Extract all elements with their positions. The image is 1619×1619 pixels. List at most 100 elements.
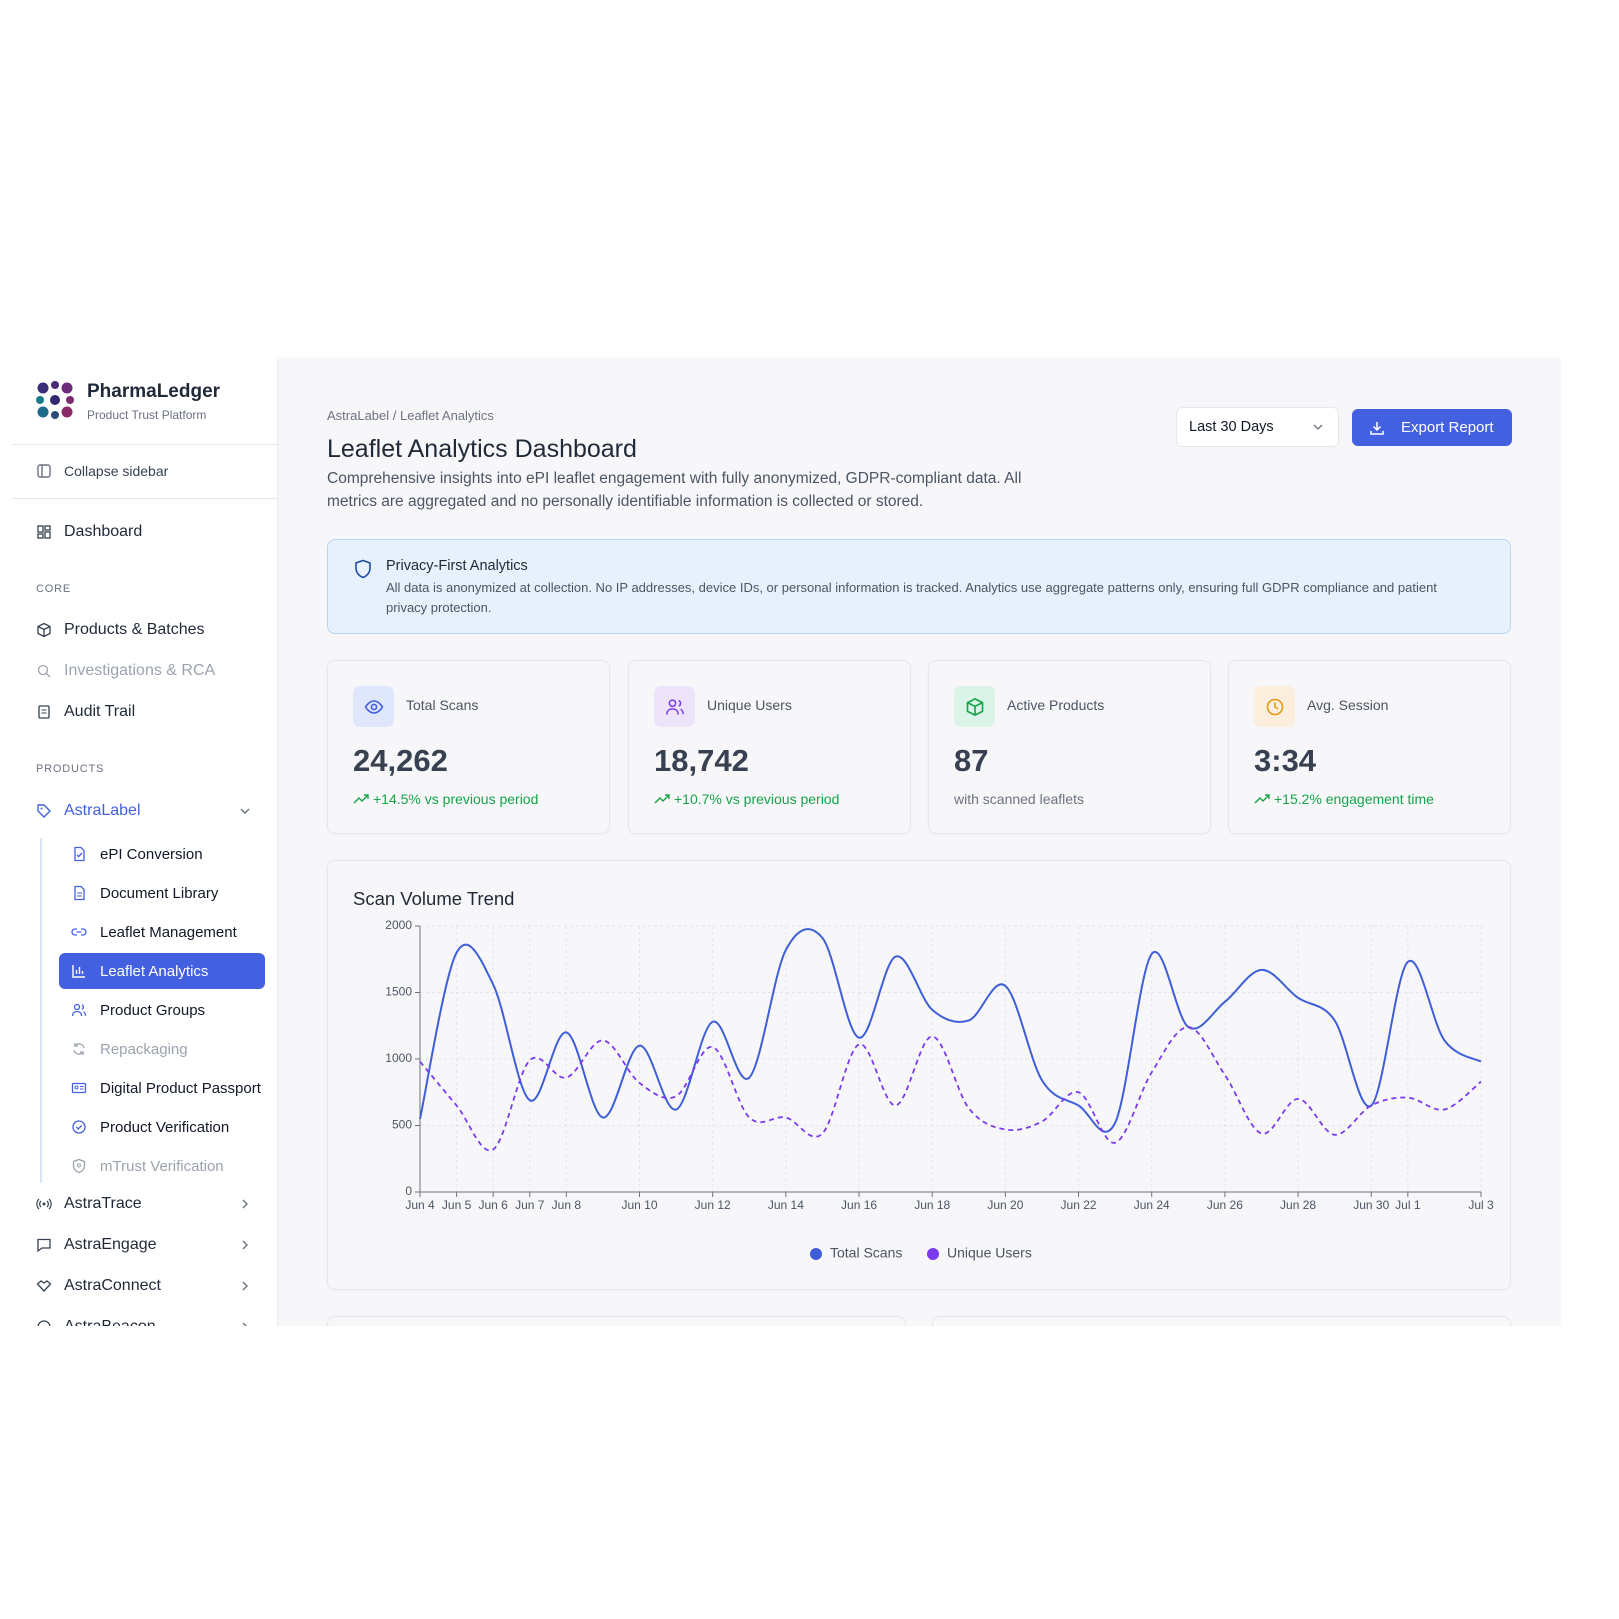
eye-icon	[364, 699, 383, 714]
label: Audit Trail	[64, 703, 136, 720]
icon	[37, 664, 51, 678]
icon	[71, 1082, 87, 1094]
nav-item[interactable]: Products & Batches	[36, 615, 205, 645]
sub-item[interactable]: Product Groups	[59, 992, 265, 1028]
label: Product Verification	[100, 1118, 230, 1136]
icon	[37, 1238, 51, 1253]
x-tick-label: Jun 18	[914, 1198, 950, 1212]
panel-card	[327, 1316, 906, 1326]
stat-note: with scanned leaflets	[954, 791, 1084, 807]
sub-item[interactable]: Leaflet Management	[59, 914, 265, 950]
legend-label: Unique Users	[947, 1245, 1032, 1261]
line-series	[419, 1026, 1482, 1152]
brand: PharmaLedger	[87, 381, 221, 402]
icon	[37, 1320, 51, 1326]
section-heading: PRODUCTS	[36, 763, 105, 775]
label: Dashboard	[64, 523, 143, 540]
icon	[73, 1043, 85, 1055]
stat-label: Active Products	[1007, 697, 1105, 713]
stat-note: +15.2% engagement time	[1254, 791, 1434, 807]
stat-value: 3:34	[1254, 743, 1317, 778]
chart-card: Scan Volume Trend 0 500 1000 1500 2000 Jun 4 J…	[327, 860, 1511, 1290]
icon	[72, 1120, 86, 1134]
y-tick-label: 2000	[385, 918, 412, 932]
label: Leaflet Analytics	[100, 962, 209, 980]
stat-card: Unique Users 18,742 +10.7% vs previous p…	[628, 660, 911, 834]
chevron-right	[242, 1240, 248, 1250]
nav-module[interactable]: AstraTrace	[36, 1189, 142, 1219]
label: Digital Product Passport	[100, 1079, 261, 1097]
stat-icon	[1254, 686, 1295, 727]
notice-body: All data is anonymized at collection. No…	[386, 580, 1437, 615]
label: Leaflet Management	[100, 923, 237, 941]
stat-card: Active Products 87 with scanned leaflets	[928, 660, 1211, 834]
nav-module[interactable]: AstraBeacon	[36, 1312, 156, 1326]
label: AstraTrace	[64, 1195, 142, 1212]
label: Investigations & RCA	[64, 662, 216, 679]
stat-note-text: +14.5% vs previous period	[373, 791, 539, 807]
x-tick-label: Jun 16	[841, 1198, 877, 1212]
label: Document Library	[100, 884, 219, 902]
x-tick-label: Jun 22	[1061, 1198, 1097, 1212]
stat-icon	[954, 686, 995, 727]
icon	[38, 705, 50, 719]
y-tick-label: 1500	[385, 985, 412, 999]
nav-item[interactable]: Investigations & RCA	[36, 656, 215, 686]
chevron-right	[242, 1281, 248, 1291]
nav-item[interactable]: Audit Trail	[36, 697, 135, 727]
icon	[72, 1158, 86, 1174]
chevron-right	[242, 1199, 248, 1209]
stat-note: +10.7% vs previous period	[654, 791, 839, 807]
icon	[74, 846, 85, 862]
x-tick-label: Jun 24	[1134, 1198, 1170, 1212]
x-tick-label: Jun 6	[478, 1198, 508, 1212]
nav-module[interactable]: AstraEngage	[36, 1230, 157, 1260]
chevron-down	[1313, 424, 1323, 430]
privacy-notice: Privacy-First Analytics All data is anon…	[327, 539, 1511, 634]
sub-item[interactable]: Repackaging	[59, 1031, 265, 1067]
sub-item[interactable]: Product Verification	[59, 1109, 265, 1145]
nav-astralabel[interactable]: AstraLabel	[36, 796, 141, 826]
label: Repackaging	[100, 1040, 188, 1058]
y-tick-label: 500	[392, 1118, 412, 1132]
x-tick-label: Jun 8	[552, 1198, 582, 1212]
trend-icon	[1254, 794, 1270, 804]
sub-item[interactable]: Document Library	[59, 875, 265, 911]
label: mTrust Verification	[100, 1157, 224, 1175]
x-tick-label: Jun 14	[768, 1198, 804, 1212]
stat-value: 87	[954, 743, 989, 778]
range-label: Last 30 Days	[1189, 419, 1274, 435]
app: PharmaLedger Product Trust Platform Coll…	[12, 357, 1561, 1326]
x-tick-label: Jun 20	[987, 1198, 1023, 1212]
collapse-sidebar[interactable]: Collapse sidebar	[36, 456, 168, 486]
stat-note-text: +10.7% vs previous period	[674, 791, 840, 807]
export-button[interactable]: Export Report	[1352, 409, 1512, 446]
range-select[interactable]: Last 30 Days	[1176, 407, 1339, 447]
trend-icon	[654, 794, 670, 804]
stat-card: Avg. Session 3:34 +15.2% engagement time	[1228, 660, 1511, 834]
download-icon	[1370, 421, 1384, 435]
logo	[36, 381, 74, 419]
sub-item[interactable]: ePI Conversion	[59, 836, 265, 872]
line-series	[419, 928, 1482, 1133]
sub-item[interactable]: mTrust Verification	[59, 1148, 265, 1184]
box-icon	[966, 697, 983, 716]
sidebar: PharmaLedger Product Trust Platform Coll…	[12, 357, 278, 1326]
stat-note-text: +15.2% engagement time	[1274, 791, 1434, 807]
icon	[36, 1280, 52, 1292]
nav-module[interactable]: AstraConnect	[36, 1271, 161, 1301]
icon	[37, 464, 51, 478]
chevron-right	[242, 1322, 247, 1326]
legend-marker	[810, 1248, 822, 1260]
page-description: Comprehensive insights into ePI leaflet …	[327, 470, 1022, 510]
x-tick-label: Jun 7	[515, 1198, 545, 1212]
page-title: Leaflet Analytics Dashboard	[327, 435, 637, 463]
panel-card	[932, 1316, 1511, 1326]
x-tick-label: Jul 1	[1395, 1198, 1421, 1212]
sub-item-active[interactable]: Leaflet Analytics	[59, 953, 265, 989]
nav-dashboard[interactable]: Dashboard	[36, 517, 142, 547]
sub-item[interactable]: Digital Product Passport	[59, 1070, 265, 1106]
icon	[71, 928, 87, 936]
divider	[12, 498, 278, 499]
